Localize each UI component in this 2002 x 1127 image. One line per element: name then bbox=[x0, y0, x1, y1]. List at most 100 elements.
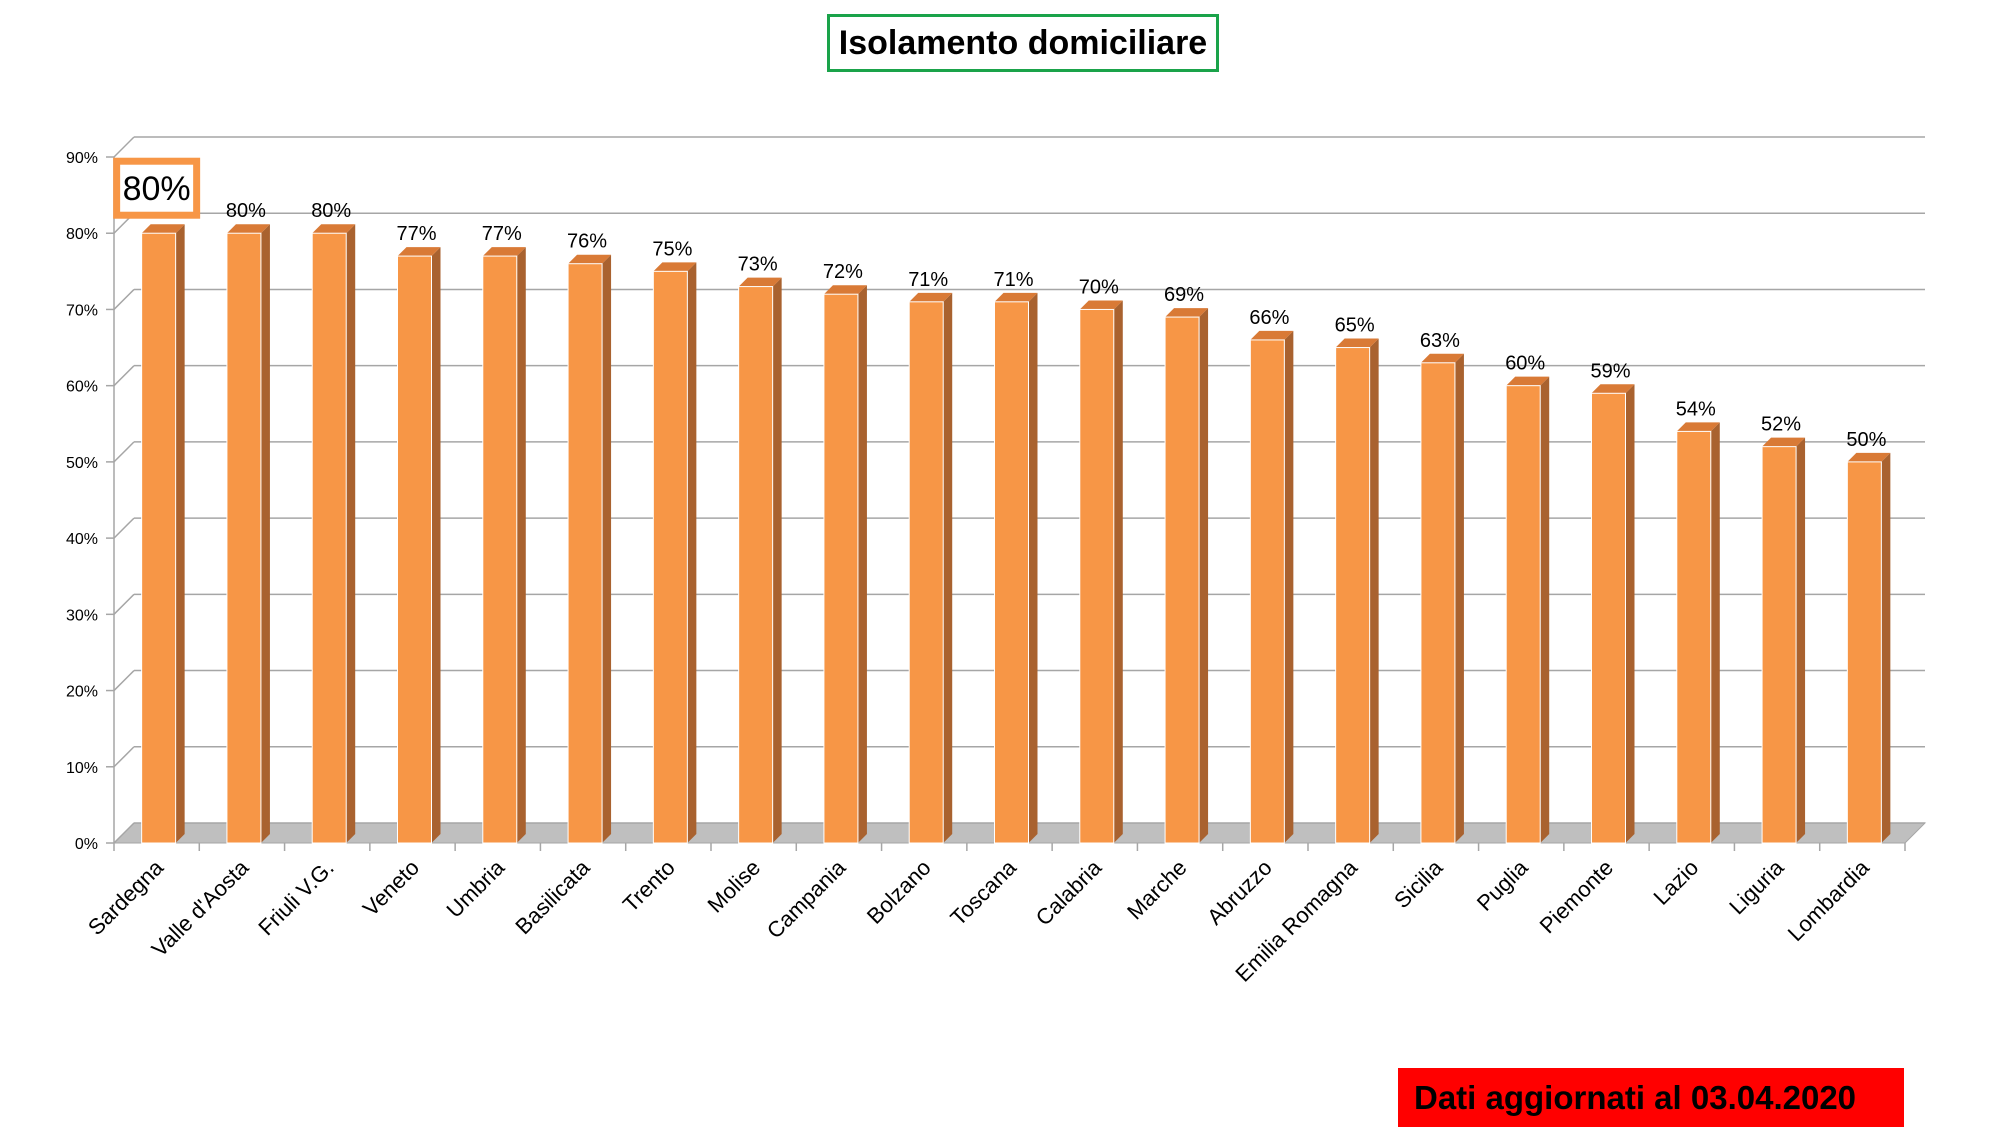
category-label: Sicilia bbox=[1389, 854, 1448, 913]
y-tick-label: 10% bbox=[66, 760, 98, 777]
bar bbox=[823, 293, 859, 844]
bar-top bbox=[823, 285, 867, 295]
data-label: 52% bbox=[1761, 414, 1801, 436]
data-label: 65% bbox=[1335, 315, 1375, 337]
bar-top bbox=[653, 262, 697, 272]
bar-side bbox=[516, 247, 526, 844]
bar-top bbox=[226, 224, 270, 234]
bar-side bbox=[1625, 384, 1635, 843]
bar-top bbox=[568, 254, 612, 264]
data-label: 75% bbox=[652, 238, 692, 260]
category-label: Campania bbox=[762, 854, 851, 943]
bar-top bbox=[312, 224, 356, 234]
data-label: 73% bbox=[738, 254, 778, 276]
bar bbox=[652, 270, 688, 844]
y-tick-label: 60% bbox=[66, 379, 98, 396]
bar-side bbox=[772, 277, 782, 844]
category-label: Lombardia bbox=[1783, 854, 1875, 946]
bar-top bbox=[1335, 338, 1379, 348]
category-label: Friuli V.G. bbox=[253, 855, 338, 940]
data-label: 66% bbox=[1249, 307, 1289, 329]
bar bbox=[567, 263, 603, 844]
gridline-diagonal bbox=[113, 136, 135, 158]
category-label: Puglia bbox=[1472, 854, 1533, 915]
bar-side bbox=[1881, 452, 1891, 843]
data-label: 70% bbox=[1079, 276, 1119, 298]
bar-top bbox=[994, 292, 1038, 302]
gridline-diagonal bbox=[113, 441, 135, 463]
bar-side bbox=[602, 254, 612, 843]
bar-side bbox=[1540, 376, 1550, 843]
bar bbox=[1676, 430, 1712, 844]
category-label: Umbria bbox=[442, 854, 510, 922]
bar-side bbox=[1113, 300, 1123, 843]
bar-side bbox=[857, 285, 867, 843]
bar-side bbox=[1710, 422, 1720, 843]
data-label: 63% bbox=[1420, 330, 1460, 352]
bar-top bbox=[1079, 300, 1123, 310]
bar bbox=[141, 232, 177, 844]
y-tick-label: 50% bbox=[66, 455, 98, 472]
bar-side bbox=[1369, 338, 1379, 843]
data-label: 71% bbox=[908, 269, 948, 291]
category-label: Marche bbox=[1122, 855, 1192, 925]
y-tick-label: 70% bbox=[66, 302, 98, 319]
chart-title: Isolamento domiciliare bbox=[827, 14, 1219, 72]
y-tick-label: 20% bbox=[66, 684, 98, 701]
category-label: Calabria bbox=[1031, 854, 1107, 930]
bar-top bbox=[1165, 308, 1209, 318]
y-tick-label: 80% bbox=[66, 226, 98, 243]
y-tick-label: 40% bbox=[66, 531, 98, 548]
category-label: Veneto bbox=[358, 855, 424, 921]
gridline-diagonal bbox=[113, 822, 135, 844]
category-label: Piemonte bbox=[1535, 855, 1618, 938]
category-label: Toscana bbox=[945, 854, 1021, 930]
bar bbox=[311, 232, 347, 844]
bar-side bbox=[346, 224, 356, 843]
bar-top bbox=[1420, 353, 1464, 363]
data-label: 76% bbox=[567, 231, 607, 253]
bar-top bbox=[1847, 452, 1891, 462]
category-label: Liguria bbox=[1724, 854, 1789, 919]
category-label: Sardegna bbox=[83, 854, 169, 940]
bar bbox=[1846, 461, 1882, 844]
bar-side bbox=[943, 292, 953, 843]
bar-top bbox=[482, 247, 526, 257]
bar bbox=[1420, 362, 1456, 844]
data-label: 80% bbox=[226, 200, 266, 222]
bar-top bbox=[1762, 437, 1806, 447]
bar-side bbox=[1284, 330, 1294, 843]
y-tick-label: 30% bbox=[66, 607, 98, 624]
bar-top bbox=[909, 292, 953, 302]
bar-top bbox=[141, 224, 185, 234]
data-label: 59% bbox=[1590, 360, 1630, 382]
bar bbox=[1761, 446, 1797, 844]
bar bbox=[1505, 385, 1541, 844]
bar-side bbox=[1199, 308, 1209, 844]
bar bbox=[738, 286, 774, 844]
bar bbox=[1591, 392, 1626, 844]
data-label: 54% bbox=[1676, 398, 1716, 420]
data-label: 69% bbox=[1164, 284, 1204, 306]
bar-top bbox=[738, 277, 782, 287]
bar bbox=[908, 301, 944, 844]
bar bbox=[1335, 347, 1371, 844]
bar bbox=[1249, 339, 1285, 844]
data-label: 80% bbox=[311, 200, 351, 222]
data-updated-note: Dati aggiornati al 03.04.2020 bbox=[1398, 1068, 1904, 1127]
category-label: Abruzzo bbox=[1202, 855, 1277, 930]
category-label: Trento bbox=[618, 855, 680, 917]
bar-top bbox=[1591, 384, 1635, 394]
y-tick-label: 0% bbox=[75, 836, 98, 853]
data-label: 77% bbox=[482, 223, 522, 245]
bar bbox=[994, 301, 1029, 844]
category-label: Lazio bbox=[1648, 855, 1703, 910]
gridline-diagonal bbox=[113, 746, 135, 768]
category-label: Bolzano bbox=[862, 855, 936, 929]
bar-side bbox=[1454, 353, 1464, 843]
data-label: 71% bbox=[993, 269, 1033, 291]
bar-side bbox=[687, 262, 697, 843]
data-label: 72% bbox=[823, 261, 863, 283]
bar-side bbox=[431, 247, 441, 844]
